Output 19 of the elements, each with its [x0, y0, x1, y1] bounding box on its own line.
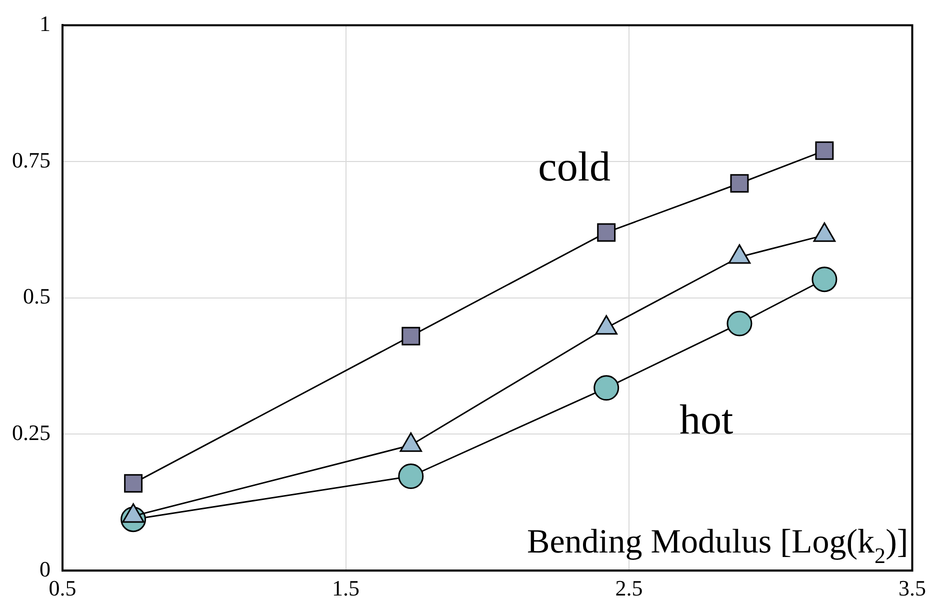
point	[730, 174, 749, 193]
y-tick-label: 0.75	[12, 147, 50, 172]
point	[124, 474, 143, 493]
point	[594, 375, 620, 401]
point	[726, 310, 752, 336]
point	[812, 266, 838, 292]
x-tick-label: 1.5	[332, 576, 360, 601]
point	[398, 463, 424, 489]
point	[597, 223, 616, 242]
x-tick-label: 2.5	[615, 576, 643, 601]
series-label: cold	[538, 144, 610, 190]
y-tick-label: 0.25	[12, 420, 50, 446]
series-label: hot	[679, 398, 734, 444]
point	[815, 141, 834, 160]
y-tick-label: 0.5	[23, 284, 50, 309]
y-tick-label: 1	[40, 10, 50, 36]
point	[402, 326, 420, 346]
y-tick-label: 0	[40, 556, 50, 582]
x-tick-label: 3.5	[898, 576, 926, 601]
